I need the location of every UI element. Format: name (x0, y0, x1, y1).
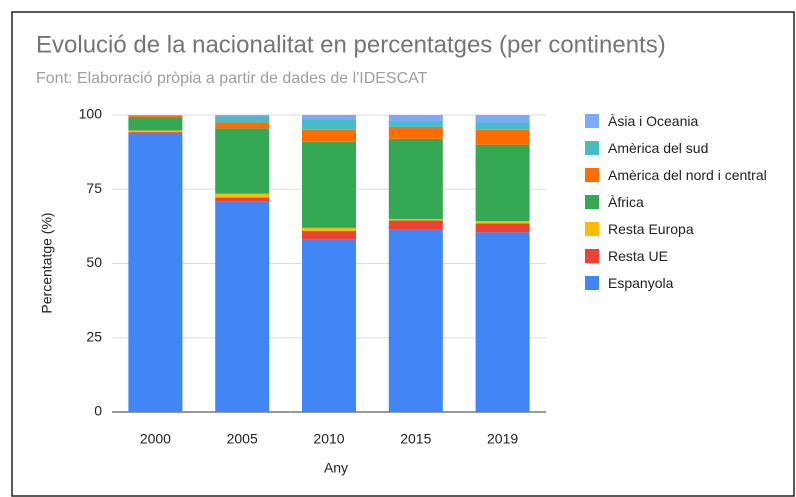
legend-label: Amèrica del sud (608, 140, 709, 156)
y-tick-label: 75 (86, 180, 102, 196)
bar-segment (302, 141, 356, 228)
bar-segment (302, 119, 356, 130)
legend-item: Amèrica del sud (585, 141, 775, 156)
bar-segment (302, 239, 356, 412)
bar-segment (215, 193, 270, 198)
legend-swatch (585, 222, 599, 236)
bar-segment (475, 223, 530, 233)
bar-segment (215, 201, 270, 412)
bar-segment (128, 131, 183, 133)
legend-item: Amèrica del nord i central (585, 168, 775, 183)
bar-segment (388, 229, 443, 412)
bar-segment (388, 115, 443, 121)
x-tick-label: 2015 (400, 431, 431, 447)
legend-swatch (585, 114, 599, 128)
bar-segment (388, 120, 443, 127)
legend-label: Resta Europa (608, 221, 694, 237)
legend-item: Resta Europa (585, 222, 775, 237)
x-tick-label: 2010 (313, 431, 344, 447)
x-axis-title: Any (324, 460, 348, 476)
bar-segment (302, 227, 356, 231)
legend-swatch (585, 168, 599, 182)
bar-segment (128, 132, 183, 412)
bar-segment (302, 115, 356, 120)
legend-label: Amèrica del nord i central (608, 167, 767, 183)
bar-segment (215, 128, 270, 194)
legend-item: Àsia i Oceania (585, 114, 775, 129)
bar-segment (388, 220, 443, 230)
bar-segment (128, 130, 183, 132)
legend-swatch (585, 276, 599, 290)
legend-swatch (585, 141, 599, 155)
bar-segment (302, 129, 356, 142)
bar-segment (215, 122, 270, 129)
legend-label: Espanyola (608, 275, 674, 291)
chart-subtitle: Font: Elaboració pròpia a partir de dade… (36, 70, 428, 87)
y-tick-label: 50 (86, 254, 102, 270)
legend-item: Espanyola (585, 276, 775, 291)
y-tick-label: 0 (94, 403, 102, 419)
chart-title: Evolució de la nacionalitat en percentat… (36, 31, 666, 58)
bar-segment (388, 138, 443, 219)
bar-segment (475, 232, 530, 412)
bar-segment (128, 117, 183, 131)
x-tick-label: 2005 (227, 431, 258, 447)
legend-label: Àfrica (608, 194, 644, 210)
legend-swatch (585, 249, 599, 263)
bar-segment (475, 122, 530, 130)
bar-segment (128, 115, 183, 118)
legend-label: Resta UE (608, 248, 668, 264)
bar-segment (215, 115, 270, 117)
bar-segment (475, 115, 530, 123)
bar-segment (475, 144, 530, 222)
bar-segment (215, 197, 270, 202)
legend-item: Àfrica (585, 195, 775, 210)
legend-item: Resta UE (585, 249, 775, 264)
legend: Àsia i Oceania Amèrica del sud Amèrica del… (585, 114, 775, 303)
bar-segment (302, 230, 356, 240)
legend-swatch (585, 195, 599, 209)
legend-label: Àsia i Oceania (608, 113, 699, 129)
bar-segment (475, 221, 530, 224)
bar-segment (475, 129, 530, 145)
y-axis-title: Percentatge (%) (39, 212, 55, 313)
x-tick-label: 2019 (487, 431, 518, 447)
bar-segment (215, 116, 270, 123)
y-tick-label: 100 (79, 106, 103, 122)
bar-segment (388, 218, 443, 221)
bar-segment (388, 126, 443, 139)
x-tick-label: 2000 (140, 431, 171, 447)
y-tick-label: 25 (86, 328, 102, 344)
